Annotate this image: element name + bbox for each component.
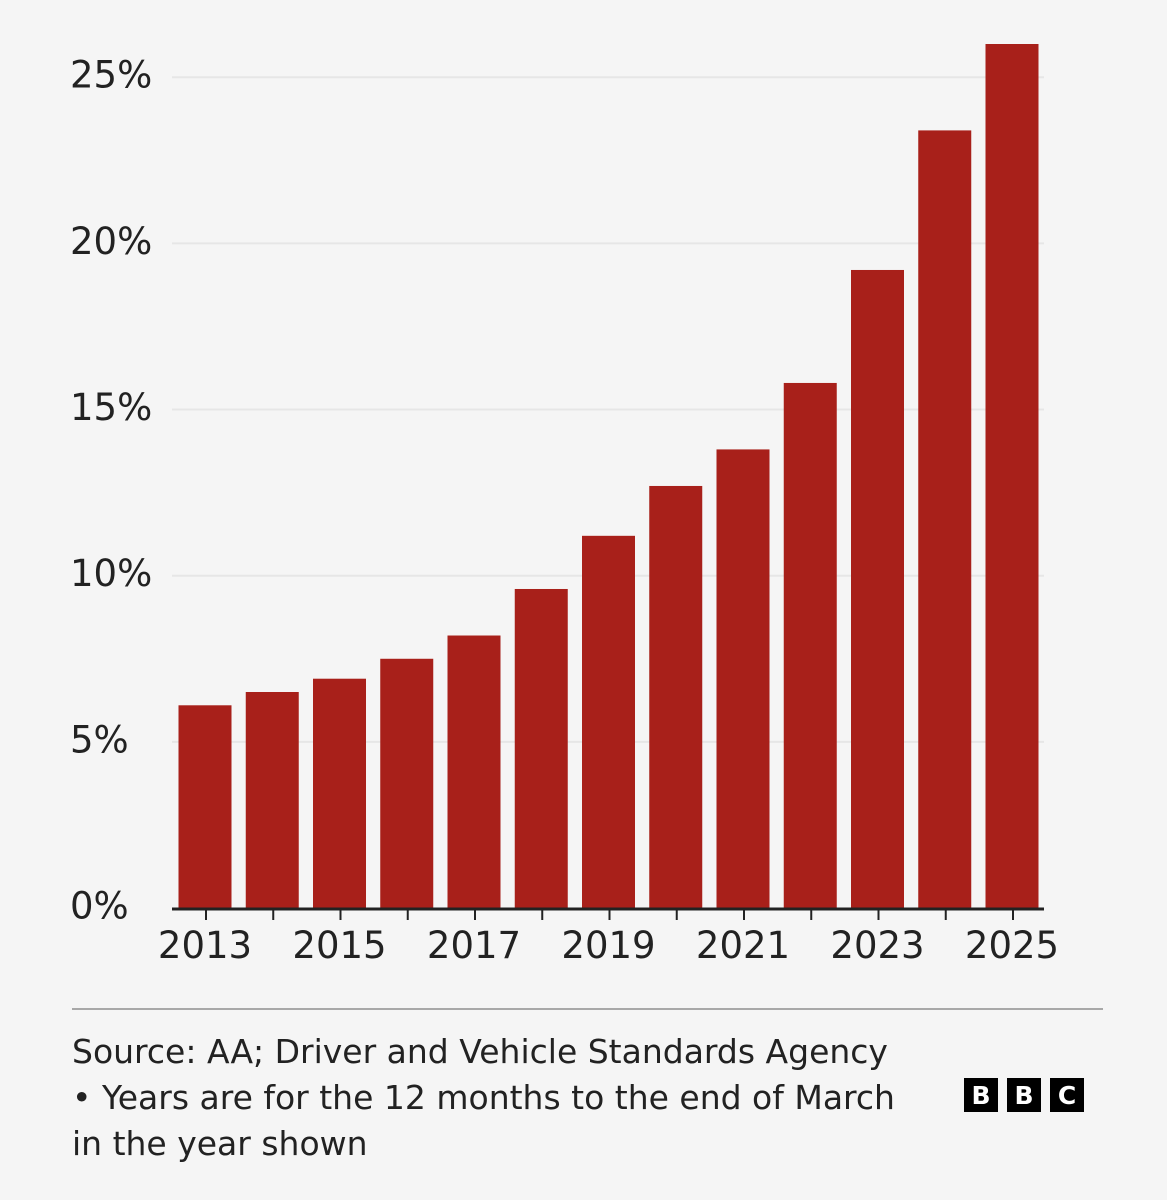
bar: [918, 130, 972, 908]
bbc-logo-letter: B: [964, 1078, 998, 1112]
bbc-logo: B B C: [964, 1078, 1084, 1112]
bar: [582, 535, 635, 908]
bar: [245, 692, 299, 908]
bar: [514, 588, 568, 908]
bar: [649, 485, 703, 908]
x-tick-label: 2025: [965, 924, 1059, 967]
bar: [447, 635, 501, 908]
x-axis-tick-labels: 2013 2015 2017 2019 2021 2023 2025: [158, 924, 1059, 967]
bar: [380, 658, 434, 908]
x-tick-label: 2017: [427, 924, 521, 967]
footer-divider: [72, 1008, 1103, 1010]
y-axis-tick-labels: 0% 5% 10% 15% 20% 25%: [70, 54, 152, 928]
bbc-logo-letter: C: [1050, 1078, 1084, 1112]
bar: [851, 269, 904, 908]
y-tick-label: 10%: [70, 552, 152, 595]
y-tick-label: 0%: [70, 885, 129, 928]
x-tick-label: 2013: [158, 924, 252, 967]
bar: [716, 449, 770, 908]
bar: [178, 705, 232, 908]
bar-chart: 0% 5% 10% 15% 20% 25% 2013 2015 2017 2019 2021 202…: [70, 44, 1059, 967]
bars: [178, 44, 1039, 908]
x-tick-label: 2019: [561, 924, 655, 967]
source-note: Source: AA; Driver and Vehicle Standards…: [72, 1029, 952, 1167]
bar: [313, 678, 366, 908]
x-tick-label: 2021: [696, 924, 790, 967]
x-tick-label: 2015: [292, 924, 386, 967]
y-tick-label: 20%: [70, 220, 152, 263]
bar: [783, 382, 837, 908]
y-tick-label: 15%: [70, 386, 152, 429]
y-tick-label: 5%: [70, 718, 129, 761]
bar: [985, 44, 1039, 908]
bbc-logo-letter: B: [1007, 1078, 1041, 1112]
note-line-continued: in the year shown: [72, 1124, 368, 1163]
note-line: • Years are for the 12 months to the end…: [72, 1078, 895, 1117]
x-axis: [172, 907, 1044, 920]
x-tick-label: 2023: [830, 924, 924, 967]
y-tick-label: 25%: [70, 54, 152, 97]
source-line: Source: AA; Driver and Vehicle Standards…: [72, 1032, 888, 1071]
